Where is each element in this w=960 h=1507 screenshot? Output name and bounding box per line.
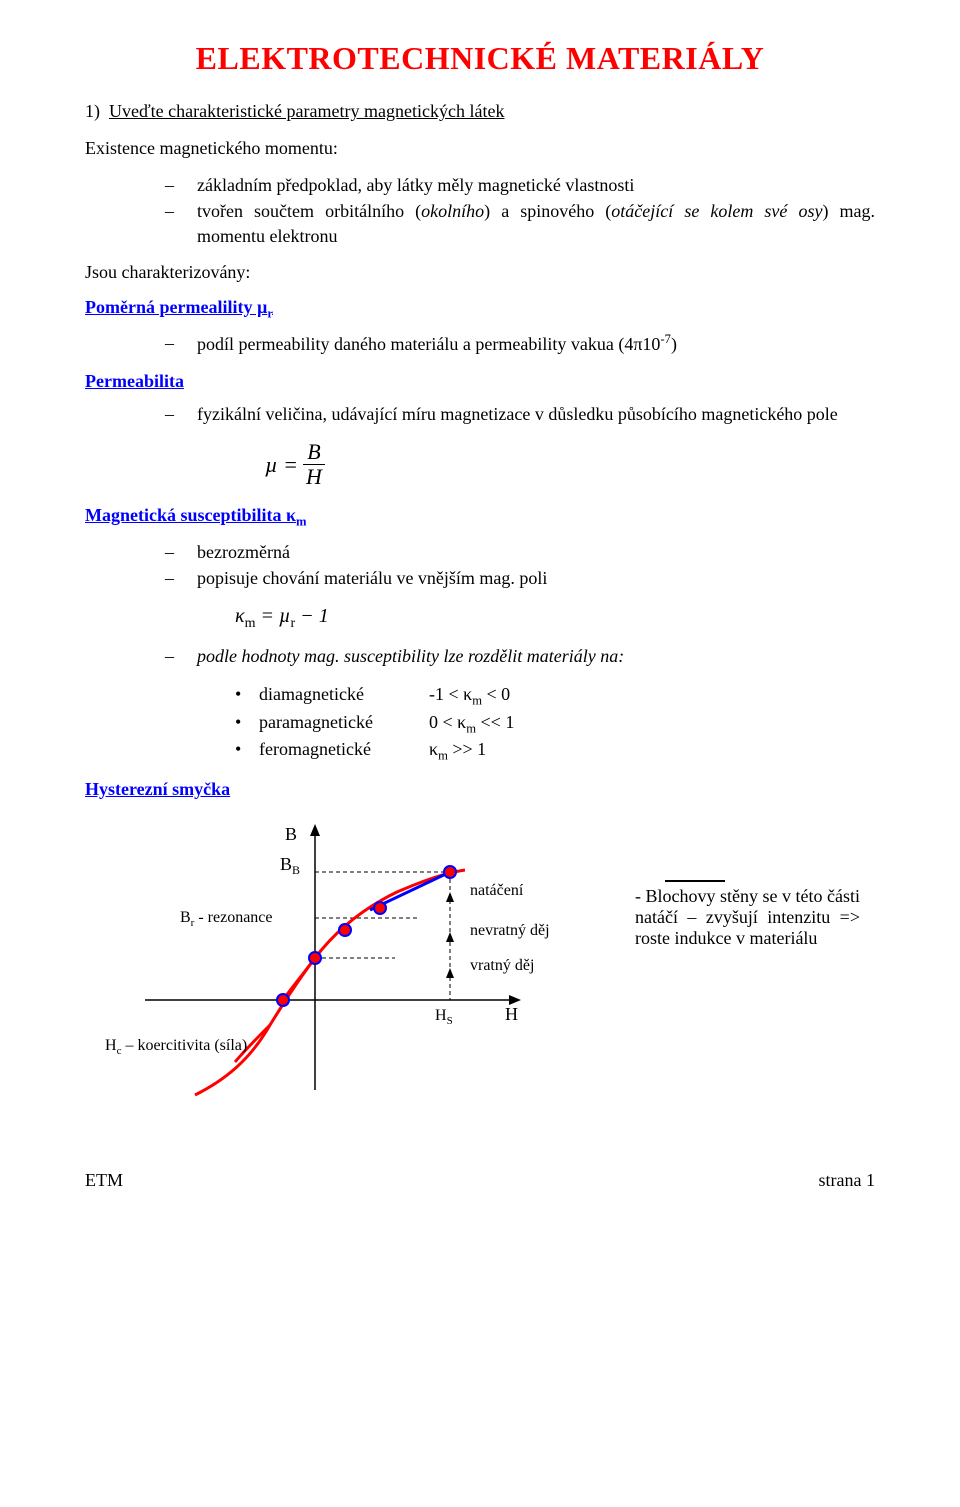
- suscept-types-list: diamagnetické-1 < κm < 0 paramagnetické0…: [85, 682, 875, 765]
- label-natac: natáčení: [470, 882, 524, 899]
- label-Hc: Hc – koercitivita (síla): [105, 1037, 247, 1057]
- label-B: B: [285, 824, 297, 844]
- question-number: 1): [85, 101, 100, 121]
- type-range: -1 < κm < 0: [429, 682, 875, 710]
- formula-mu: µ = B H: [265, 440, 875, 489]
- list-item: podíl permeability daného materiálu a pe…: [165, 331, 875, 356]
- existence-list: základním předpoklad, aby látky měly mag…: [85, 173, 875, 248]
- heading-permeabilita: Permeabilita: [85, 371, 875, 392]
- heading-hyst: Hysterezní smyčka: [85, 779, 875, 800]
- list-item: tvořen součtem orbitálního (okolního) a …: [165, 199, 875, 248]
- type-range: 0 < κm << 1: [429, 710, 875, 738]
- hysteresis-diagram: B BB Br - rezonance Hc – koercitivita (s…: [85, 810, 875, 1130]
- page-title: ELEKTROTECHNICKÉ MATERIÁLY: [85, 40, 875, 77]
- list-item: feromagnetickéκm >> 1: [235, 737, 875, 765]
- hyst-right-note: - Blochovy stěny se v této části natáčí …: [635, 880, 860, 949]
- list-item: podle hodnoty mag. susceptibility lze ro…: [165, 644, 875, 668]
- type-range: κm >> 1: [429, 737, 875, 765]
- charac-line: Jsou charakterizovány:: [85, 262, 875, 283]
- existence-heading: Existence magnetického momentu:: [85, 138, 875, 159]
- formula-kappa: κm = µr − 1: [235, 605, 875, 632]
- type-name: diamagnetické: [259, 682, 429, 710]
- heading-suscept: Magnetická susceptibilita κm: [85, 505, 875, 530]
- heading-permealility: Poměrná permealility µr: [85, 297, 875, 322]
- label-vrat: vratný děj: [470, 957, 534, 974]
- list-item: fyzikální veličina, udávající míru magne…: [165, 402, 875, 426]
- page-footer: ETM strana 1: [85, 1170, 875, 1191]
- question-line: 1) Uveďte charakteristické parametry mag…: [85, 101, 875, 122]
- list-item: paramagnetické0 < κm << 1: [235, 710, 875, 738]
- type-name: feromagnetické: [259, 737, 429, 765]
- permeabilita-list: fyzikální veličina, udávající míru magne…: [85, 402, 875, 426]
- note-text: - Blochovy stěny se v této části natáčí …: [635, 886, 860, 948]
- list-item: diamagnetické-1 < κm < 0: [235, 682, 875, 710]
- fraction-num: B: [303, 440, 324, 465]
- label-BB: BB: [280, 854, 300, 877]
- label-H: H: [505, 1004, 518, 1024]
- label-Hs: HS: [435, 1007, 453, 1027]
- suscept-divide-list: podle hodnoty mag. susceptibility lze ro…: [85, 644, 875, 668]
- hysteresis-svg: B BB Br - rezonance Hc – koercitivita (s…: [85, 810, 625, 1110]
- formula-lhs: µ =: [265, 452, 298, 478]
- list-item: popisuje chování materiálu ve vnějším ma…: [165, 566, 875, 590]
- label-nevrat: nevratný děj: [470, 922, 550, 939]
- list-item: bezrozměrná: [165, 540, 875, 564]
- question-text: Uveďte charakteristické parametry magnet…: [109, 101, 504, 121]
- note-dash: [665, 880, 725, 882]
- permealility-list: podíl permeability daného materiálu a pe…: [85, 331, 875, 356]
- label-Br: Br - rezonance: [180, 909, 273, 929]
- footer-left: ETM: [85, 1170, 123, 1191]
- type-name: paramagnetické: [259, 710, 429, 738]
- fraction: B H: [302, 440, 326, 489]
- fraction-den: H: [302, 465, 326, 489]
- list-item: základním předpoklad, aby látky měly mag…: [165, 173, 875, 197]
- footer-right: strana 1: [819, 1170, 875, 1191]
- suscept-list: bezrozměrná popisuje chování materiálu v…: [85, 540, 875, 591]
